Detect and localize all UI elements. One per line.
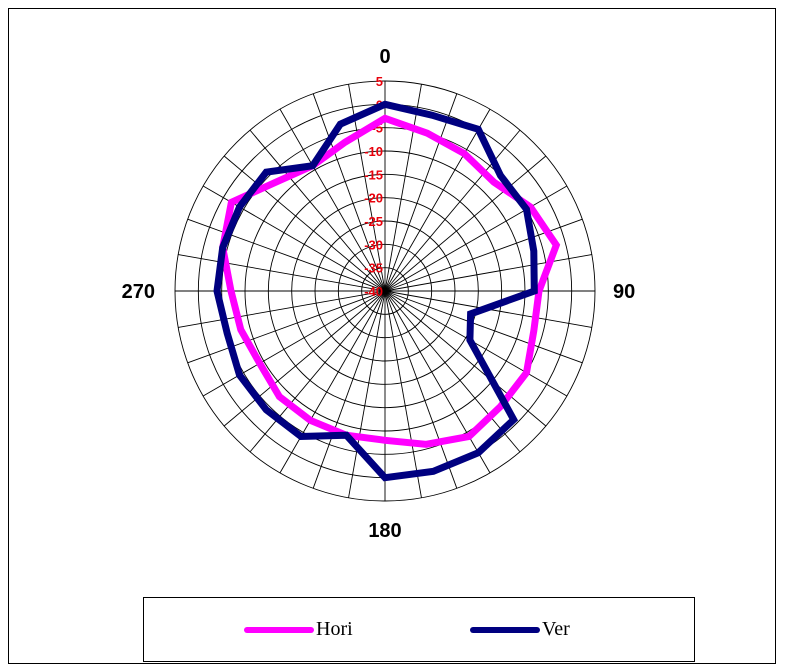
- legend-label-ver: Ver: [542, 618, 570, 640]
- grid-spoke: [223, 155, 386, 292]
- grid-spoke: [312, 93, 386, 292]
- legend-label-hori: Hori: [316, 618, 353, 640]
- grid-spoke: [384, 84, 422, 292]
- grid-spoke: [384, 254, 592, 292]
- grid-spoke: [249, 290, 386, 453]
- angle-label-0: 0: [379, 46, 390, 68]
- angle-labels: 0 90 180 270: [122, 46, 636, 542]
- radial-tick-label: -35: [364, 261, 383, 276]
- series-line-ver: [213, 100, 538, 482]
- radial-tick-label: -5: [371, 121, 383, 136]
- polar-chart: 5 0 -5 -10 -15 -20 -25 -30 -35 -40 0 90 180 270: [122, 46, 636, 542]
- chart-frame: 5 0 -5 -10 -15 -20 -25 -30 -35 -40 0 90 180 270 Hori…: [8, 8, 776, 664]
- grid-spoke: [384, 290, 583, 364]
- radial-tick-label: -20: [364, 191, 383, 206]
- radial-tick-label: -30: [364, 237, 383, 252]
- grid-spoke: [187, 218, 386, 292]
- legend-item-hori: Hori: [244, 598, 353, 661]
- legend-swatch-hori: [244, 626, 314, 633]
- grid-spoke: [187, 290, 386, 364]
- legend-swatch-ver: [470, 626, 540, 633]
- series-lines: [213, 100, 561, 482]
- radial-tick-labels: 50-5-10-15-20-25-30-35-40: [364, 74, 383, 299]
- radial-tick-label: -40: [364, 284, 383, 299]
- grid-spoke: [384, 290, 568, 397]
- grid-spoke: [384, 290, 491, 474]
- grid-spoke: [384, 290, 422, 498]
- grid-spoke: [249, 129, 386, 292]
- legend: Hori Ver: [143, 597, 695, 662]
- grid-spoke: [348, 290, 386, 498]
- radial-tick-label: -15: [364, 167, 383, 182]
- grid-spoke: [384, 129, 521, 292]
- radial-tick-label: 5: [376, 74, 383, 89]
- grid-spoke: [279, 290, 386, 474]
- grid-spoke: [384, 108, 491, 292]
- radial-tick-label: -25: [364, 214, 383, 229]
- angle-label-90: 90: [613, 281, 635, 303]
- grid-spoke: [223, 290, 386, 427]
- radial-tick-label: -10: [364, 144, 383, 159]
- angle-label-180: 180: [368, 520, 401, 542]
- grid-spoke: [312, 290, 386, 489]
- grid-spoke: [384, 290, 458, 489]
- grid-spoke: [384, 290, 547, 427]
- grid-spoke: [384, 290, 521, 453]
- series-line-hori: [219, 114, 561, 448]
- grid-spoke: [384, 185, 568, 292]
- polar-grid: [174, 80, 596, 502]
- grid-spoke: [384, 155, 547, 292]
- grid-spoke: [279, 108, 386, 292]
- grid-spoke: [178, 290, 386, 328]
- angle-label-270: 270: [122, 281, 155, 303]
- legend-item-ver: Ver: [470, 598, 570, 661]
- grid-spoke: [202, 290, 386, 397]
- grid-spoke: [384, 93, 458, 292]
- grid-spoke: [178, 254, 386, 292]
